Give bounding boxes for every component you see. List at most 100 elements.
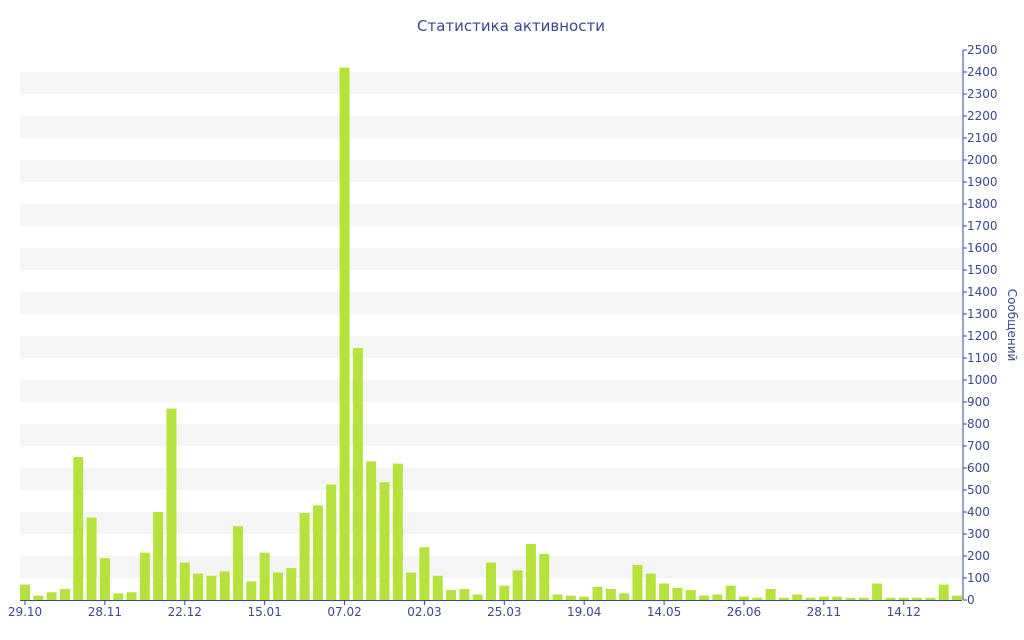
y-tick-label: 500 [967, 483, 990, 497]
bar [898, 597, 909, 600]
y-tick-label: 900 [967, 395, 990, 409]
bar [312, 505, 323, 600]
bars-layer [20, 67, 962, 601]
grid-band [20, 72, 962, 94]
x-tick-label: 15.01 [247, 605, 281, 619]
bar [206, 575, 217, 600]
bar [659, 583, 670, 600]
grid-band [20, 160, 962, 182]
y-tick-label: 800 [967, 417, 990, 431]
y-tick-label: 600 [967, 461, 990, 475]
bar [619, 593, 630, 600]
bar [765, 589, 776, 600]
grid-band [20, 204, 962, 226]
y-tick-label: 0 [967, 593, 975, 607]
bar [832, 596, 843, 600]
x-tick-label: 07.02 [327, 605, 361, 619]
bar [699, 595, 710, 600]
bar [193, 573, 204, 600]
y-tick-label: 1400 [967, 285, 998, 299]
y-tick-label: 300 [967, 527, 990, 541]
y-tick-label: 1700 [967, 219, 998, 233]
grid-band [20, 424, 962, 446]
y-tick-label: 2300 [967, 87, 998, 101]
y-tick-label: 2200 [967, 109, 998, 123]
x-tick-label: 14.05 [647, 605, 681, 619]
x-axis: 29.10 28.11 22.12 15.01 07.02 02.03 25.03 19.04… [8, 600, 962, 619]
bar [20, 584, 30, 600]
bar [366, 461, 377, 600]
grid-band [20, 512, 962, 534]
bar [286, 568, 297, 600]
bar [645, 573, 656, 600]
bar [512, 570, 523, 600]
bar [738, 596, 749, 600]
bar [592, 586, 603, 600]
grid-band [20, 336, 962, 358]
bar [139, 552, 150, 600]
x-tick-label: 26.06 [727, 605, 761, 619]
x-tick-label: 28.11 [807, 605, 841, 619]
y-tick-label: 2400 [967, 65, 998, 79]
bar [539, 553, 550, 600]
bar [446, 590, 457, 600]
bar [925, 597, 936, 600]
bar [605, 589, 616, 600]
y-tick-label: 1100 [967, 351, 998, 365]
bar [432, 575, 443, 600]
bar [272, 572, 283, 600]
bar [86, 517, 97, 600]
bar [419, 547, 430, 600]
bar [299, 513, 310, 600]
bar [712, 594, 723, 600]
bar [472, 594, 483, 600]
x-tick-label: 19.04 [567, 605, 601, 619]
bar [352, 348, 363, 600]
x-tick-label: 29.10 [8, 605, 42, 619]
bar [379, 482, 390, 600]
y-tick-label: 100 [967, 571, 990, 585]
bar [233, 526, 244, 600]
grid-band [20, 248, 962, 270]
x-tick-label: 02.03 [407, 605, 441, 619]
bar [752, 597, 763, 600]
bar [499, 585, 510, 600]
y-tick-label: 200 [967, 549, 990, 563]
bar [858, 597, 869, 600]
y-tick-label: 1200 [967, 329, 998, 343]
bar [885, 597, 896, 600]
chart-title: Статистика активности [417, 17, 605, 35]
y-tick-label: 700 [967, 439, 990, 453]
y-tick-label: 1500 [967, 263, 998, 277]
bar [805, 597, 816, 600]
bar [632, 564, 643, 600]
x-tick-label: 28.11 [88, 605, 122, 619]
bar [259, 552, 270, 600]
bar [153, 512, 164, 600]
bar [459, 589, 470, 600]
bar [872, 583, 883, 600]
bar [792, 594, 803, 600]
bar [525, 543, 536, 600]
y-axis: 0 100 200 300 400 500 600 700 800 900 1000 1100 1200… [962, 43, 998, 607]
y-tick-label: 1000 [967, 373, 998, 387]
y-tick-label: 400 [967, 505, 990, 519]
bar [579, 596, 590, 600]
bar [326, 484, 337, 600]
y-axis-label: Сообщений [1005, 289, 1019, 362]
bar [938, 584, 949, 600]
bar [778, 597, 789, 600]
bar [818, 596, 829, 600]
bar [73, 457, 84, 600]
y-tick-label: 2000 [967, 153, 998, 167]
grid-band [20, 116, 962, 138]
bar [952, 595, 962, 600]
bar [99, 558, 110, 600]
bar [126, 592, 137, 600]
bar [219, 571, 230, 600]
bar [33, 595, 44, 600]
bar [552, 594, 563, 600]
bar [685, 590, 696, 600]
bar [392, 463, 403, 600]
